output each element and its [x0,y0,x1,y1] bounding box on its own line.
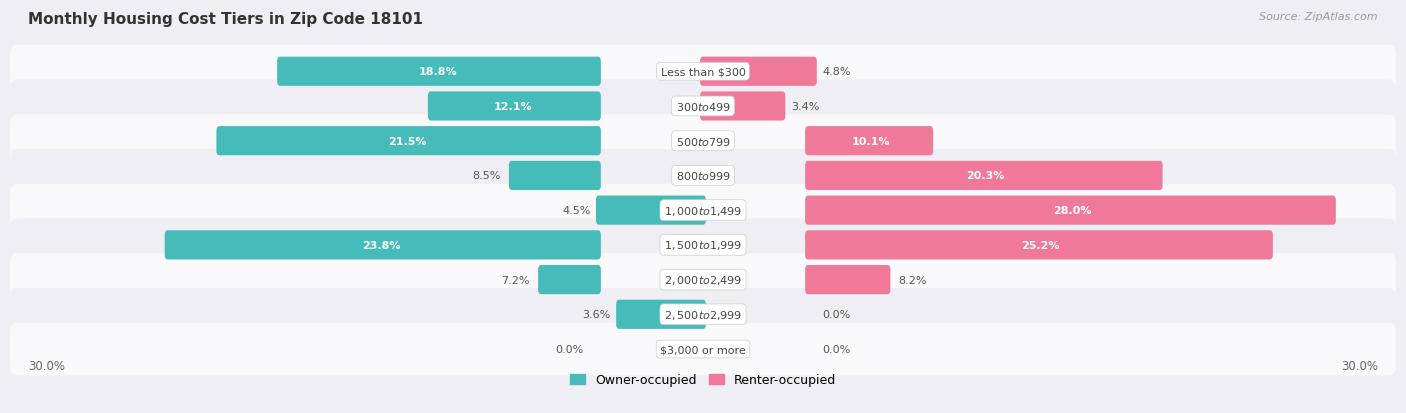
Text: 3.6%: 3.6% [582,310,610,320]
FancyBboxPatch shape [806,266,890,294]
Text: 3.4%: 3.4% [790,102,820,112]
Text: $500 to $799: $500 to $799 [675,135,731,147]
Text: 4.8%: 4.8% [823,67,851,77]
Text: $300 to $499: $300 to $499 [675,101,731,113]
FancyBboxPatch shape [538,266,600,294]
FancyBboxPatch shape [596,196,706,225]
FancyBboxPatch shape [10,115,1396,168]
Text: 8.5%: 8.5% [472,171,501,181]
Text: 8.2%: 8.2% [898,275,927,285]
Text: 18.8%: 18.8% [418,67,457,77]
FancyBboxPatch shape [10,288,1396,341]
Text: $2,000 to $2,499: $2,000 to $2,499 [664,273,742,286]
Text: 0.0%: 0.0% [823,344,851,354]
Text: Monthly Housing Cost Tiers in Zip Code 18101: Monthly Housing Cost Tiers in Zip Code 1… [28,12,423,27]
Legend: Owner-occupied, Renter-occupied: Owner-occupied, Renter-occupied [565,368,841,391]
Text: 10.1%: 10.1% [852,136,890,146]
Text: 0.0%: 0.0% [823,310,851,320]
FancyBboxPatch shape [10,323,1396,375]
Text: 7.2%: 7.2% [502,275,530,285]
Text: Source: ZipAtlas.com: Source: ZipAtlas.com [1260,12,1378,22]
FancyBboxPatch shape [10,219,1396,272]
FancyBboxPatch shape [427,92,600,121]
Text: $800 to $999: $800 to $999 [675,170,731,182]
FancyBboxPatch shape [277,57,600,87]
FancyBboxPatch shape [10,150,1396,202]
Text: 28.0%: 28.0% [1053,206,1091,216]
Text: 20.3%: 20.3% [966,171,1004,181]
Text: $3,000 or more: $3,000 or more [661,344,745,354]
Text: Less than $300: Less than $300 [661,67,745,77]
FancyBboxPatch shape [509,161,600,190]
FancyBboxPatch shape [616,300,706,329]
Text: 12.1%: 12.1% [494,102,533,112]
FancyBboxPatch shape [10,184,1396,237]
Text: 23.8%: 23.8% [363,240,401,250]
FancyBboxPatch shape [806,196,1336,225]
FancyBboxPatch shape [10,46,1396,98]
FancyBboxPatch shape [806,161,1163,190]
Text: 21.5%: 21.5% [388,136,426,146]
FancyBboxPatch shape [217,127,600,156]
Text: 25.2%: 25.2% [1021,240,1060,250]
FancyBboxPatch shape [806,231,1272,260]
Text: $2,500 to $2,999: $2,500 to $2,999 [664,308,742,321]
FancyBboxPatch shape [700,57,817,87]
FancyBboxPatch shape [165,231,600,260]
FancyBboxPatch shape [10,81,1396,133]
Text: 30.0%: 30.0% [28,359,65,372]
Text: $1,500 to $1,999: $1,500 to $1,999 [664,239,742,252]
Text: 0.0%: 0.0% [555,344,583,354]
FancyBboxPatch shape [700,92,786,121]
Text: $1,000 to $1,499: $1,000 to $1,499 [664,204,742,217]
FancyBboxPatch shape [10,254,1396,306]
Text: 4.5%: 4.5% [562,206,591,216]
Text: 30.0%: 30.0% [1341,359,1378,372]
FancyBboxPatch shape [806,127,934,156]
